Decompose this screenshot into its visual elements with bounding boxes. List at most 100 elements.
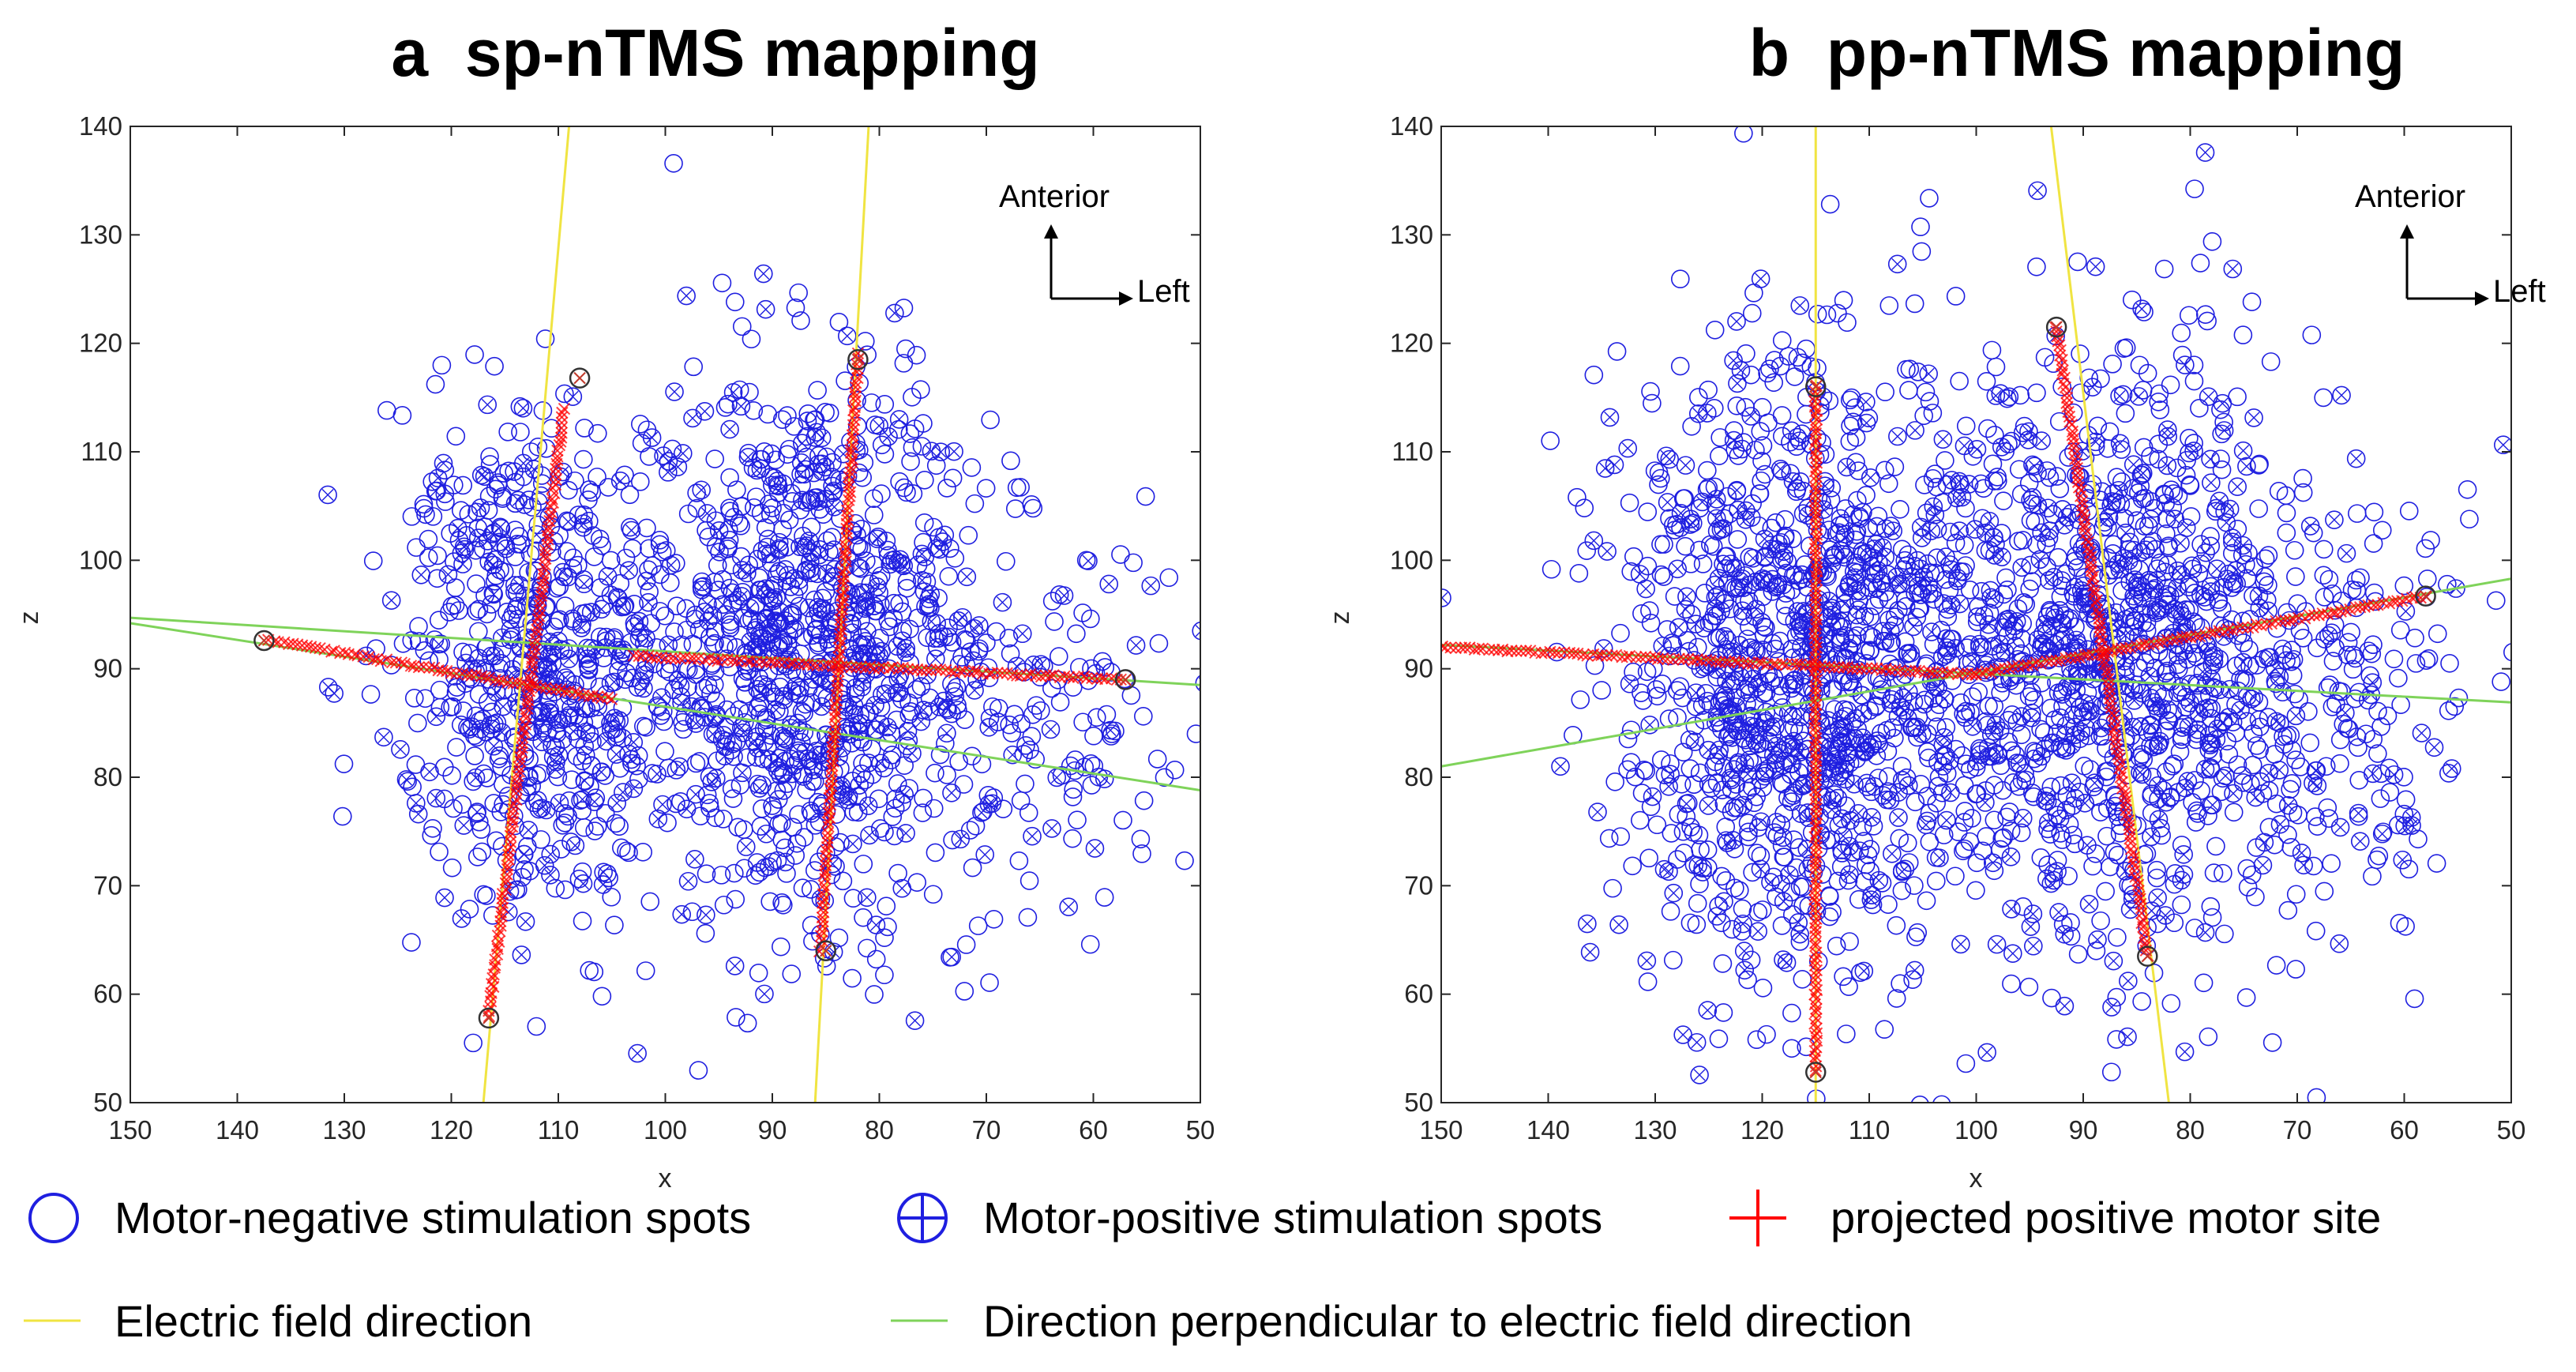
motor-negative-spot [595, 803, 615, 823]
motor-negative-spot [639, 560, 658, 579]
motor-positive-spot [1637, 951, 1657, 971]
motor-negative-spot [965, 494, 985, 513]
motor-positive-spot [1023, 826, 1042, 846]
motor-negative-spot [615, 465, 634, 485]
motor-positive-spot [2195, 143, 2215, 162]
motor-negative-spot [578, 671, 597, 690]
motor-negative-spot [842, 733, 862, 753]
motor-negative-spot [2242, 292, 2262, 312]
motor-positive-spot [2172, 870, 2191, 890]
motor-negative-spot [573, 751, 592, 771]
motor-negative-spot [511, 535, 531, 554]
motor-positive-spot [2244, 408, 2263, 427]
motor-negative-spot [1790, 932, 1810, 951]
motor-negative-spot [977, 633, 996, 652]
motor-negative-spot [1998, 580, 2017, 600]
motor-negative-spot [1682, 605, 1701, 624]
motor-positive-spot [606, 745, 626, 764]
motor-negative-spot [2348, 504, 2367, 523]
motor-positive-spot [1042, 819, 1061, 838]
motor-negative-spot [655, 742, 674, 761]
motor-positive-spot [2213, 393, 2232, 413]
motor-negative-spot [1011, 791, 1031, 810]
motor-positive-spot [484, 736, 504, 756]
motor-negative-spot [630, 622, 650, 642]
motor-positive-spot [1751, 269, 1771, 288]
motor-positive-spot [2350, 832, 2370, 851]
motor-positive-spot [802, 543, 821, 562]
motor-negative-spot [790, 596, 809, 616]
motor-positive-spot [426, 788, 446, 808]
motor-negative-spot [2314, 566, 2334, 585]
motor-negative-spot [1916, 382, 1936, 402]
motor-positive-spot [2349, 803, 2368, 823]
motor-negative-spot [1793, 970, 1812, 989]
y-tick-label: 80 [93, 762, 122, 791]
motor-negative-spot [1887, 915, 1906, 935]
motor-negative-spot [1655, 765, 1675, 785]
motor-negative-spot [2180, 476, 2200, 495]
motor-positive-spot [757, 610, 775, 629]
motor-negative-spot [2492, 672, 2510, 691]
motor-positive-spot [896, 824, 915, 843]
motor-negative-spot [2215, 924, 2234, 944]
motor-negative-spot [748, 727, 767, 746]
motor-negative-spot [599, 868, 618, 888]
motor-negative-spot [2194, 973, 2214, 993]
motor-negative-spot [914, 788, 933, 808]
motor-negative-spot [558, 542, 576, 561]
motor-negative-spot [505, 521, 525, 539]
motor-negative-spot [629, 769, 648, 789]
motor-negative-spot [453, 476, 473, 495]
motor-negative-spot [2185, 179, 2204, 198]
x-tick-label: 90 [758, 1115, 787, 1145]
motor-positive-spot [926, 649, 945, 668]
motor-negative-spot [761, 726, 780, 745]
motor-positive-spot [608, 588, 628, 608]
motor-negative-spot [478, 769, 497, 787]
motor-negative-spot [2460, 509, 2479, 529]
motor-positive-spot [898, 721, 918, 741]
left-label: Left [1137, 274, 1190, 309]
motor-negative-spot [739, 555, 759, 575]
motor-negative-spot [1743, 863, 1762, 882]
motor-negative-spot [555, 596, 575, 615]
motor-negative-spot [2091, 803, 2110, 821]
motor-positive-spot [648, 810, 668, 829]
x-tick-label: 140 [1526, 1115, 1570, 1145]
motor-negative-spot [2052, 830, 2072, 849]
motor-negative-spot [779, 510, 799, 530]
projected-site-segment [627, 649, 1132, 686]
motor-positive-spot [1003, 745, 1022, 765]
motor-negative-spot [727, 1008, 745, 1027]
motor-negative-spot [1569, 564, 1589, 583]
motor-negative-spot [772, 937, 790, 957]
motor-positive-spot [531, 799, 551, 818]
motor-negative-spot [1838, 313, 1857, 333]
motor-negative-spot [1879, 296, 1899, 315]
motor-negative-spot [734, 859, 754, 878]
motor-negative-spot [988, 712, 1008, 731]
motor-negative-spot [2349, 770, 2369, 790]
motor-negative-spot [928, 637, 947, 657]
motor-negative-spot [1011, 478, 1030, 497]
motor-positive-spot [496, 539, 516, 558]
motor-positive-spot [2286, 706, 2306, 726]
motor-positive-spot [452, 543, 471, 563]
motor-negative-spot [1149, 633, 1169, 653]
motor-negative-spot [1905, 294, 1924, 314]
motor-negative-spot [740, 382, 759, 402]
y-tick-label: 100 [79, 545, 122, 574]
y-tick-label: 80 [1404, 762, 1433, 791]
motor-positive-spot [1085, 839, 1105, 858]
motor-negative-spot [2172, 895, 2191, 915]
motor-negative-spot [2285, 540, 2304, 560]
motor-positive-spot [408, 804, 428, 824]
motor-positive-spot [2202, 473, 2221, 492]
motor-negative-spot [2266, 956, 2286, 975]
motor-negative-spot [1757, 1024, 1776, 1044]
motor-negative-spot [2285, 684, 2304, 704]
motor-negative-spot [722, 779, 742, 799]
motor-positive-spot [2032, 746, 2051, 766]
motor-negative-spot [897, 483, 916, 502]
